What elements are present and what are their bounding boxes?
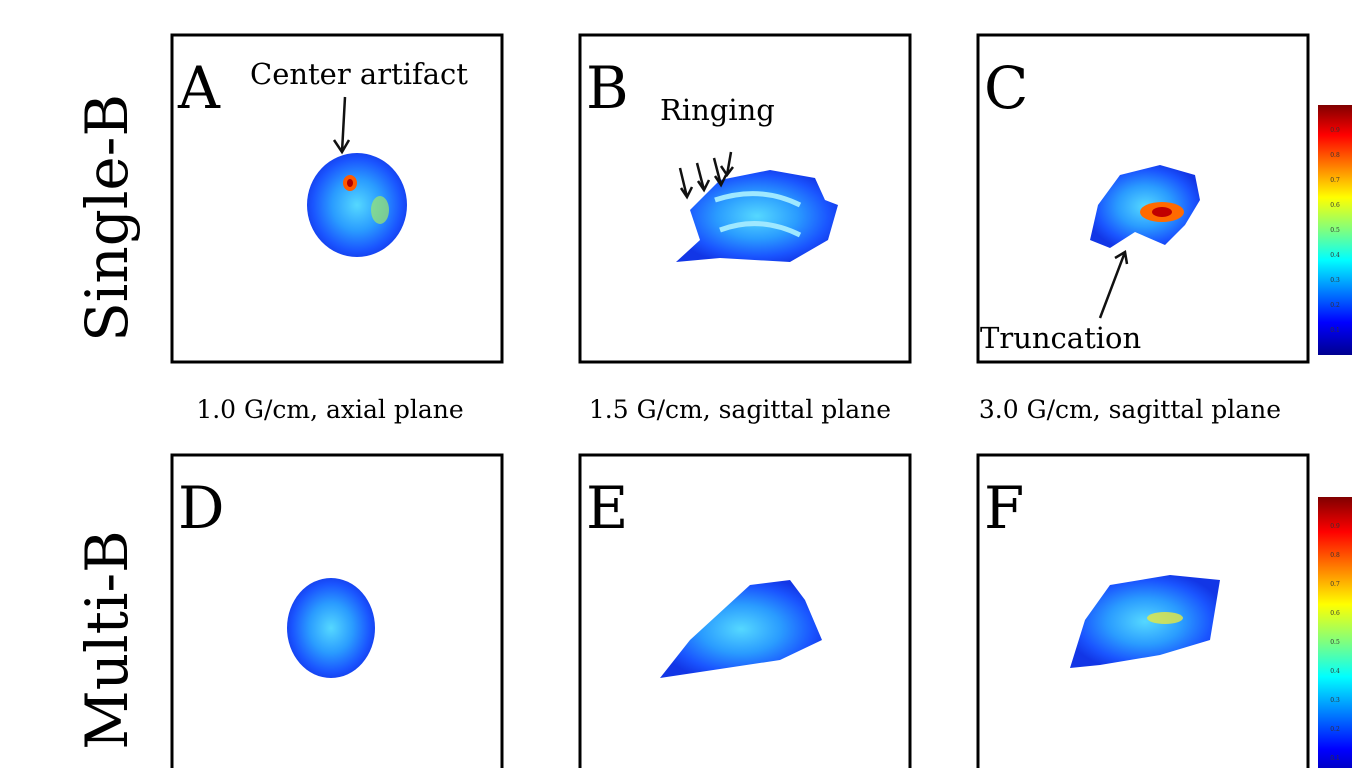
colorbar-tick-label: 0.4 [1330,668,1340,675]
colorbar-tick-label: 0.9 [1330,127,1340,134]
colorbar-tick-label: 0.1 [1330,755,1340,762]
figure: Single-B Multi-B A Center artifact 1.0 G/cm,… [0,0,1354,768]
colorbar-tick-label: 0.8 [1330,152,1340,159]
colorbar-tick-label: 0.3 [1330,697,1340,704]
colorbar-tick-label: 0.5 [1330,227,1340,234]
colorbar-tick-label: 0.8 [1330,552,1340,559]
panel-letter: E [586,474,628,542]
panel-letter: D [178,474,225,542]
panel-letter: F [984,474,1024,542]
panel-letter: A [177,54,221,122]
annotation: Center artifact [250,57,468,91]
colorbar-tick-label: 0.4 [1330,252,1340,259]
colorbar-tick-label: 0.3 [1330,277,1340,284]
colorbar-tick-label: 0.2 [1330,726,1340,733]
colorbar-tick-label: 0.7 [1330,177,1340,184]
colorbar-tick-label: 0.9 [1330,523,1340,530]
annotation: Ringing [660,93,775,127]
colorbar-tick-label: 0.1 [1330,327,1340,334]
panel-letter: C [984,54,1028,122]
colorbar-tick-label: 0.6 [1330,202,1340,209]
panel-caption: 1.5 G/cm, sagittal plane [589,395,891,424]
annotation: Truncation [980,321,1141,355]
panel-letter: B [586,54,629,122]
colorbar-tick-label: 0.6 [1330,610,1340,617]
panel-caption: 1.0 G/cm, axial plane [196,395,463,424]
panel-caption: 3.0 G/cm, sagittal plane [979,395,1281,424]
row-label: Single-B [73,94,141,342]
colorbar-tick-label: 0.7 [1330,581,1340,588]
row-label: Multi-B [73,530,141,749]
colorbar-tick-label: 0.5 [1330,639,1340,646]
colorbar-tick-label: 0.2 [1330,302,1340,309]
